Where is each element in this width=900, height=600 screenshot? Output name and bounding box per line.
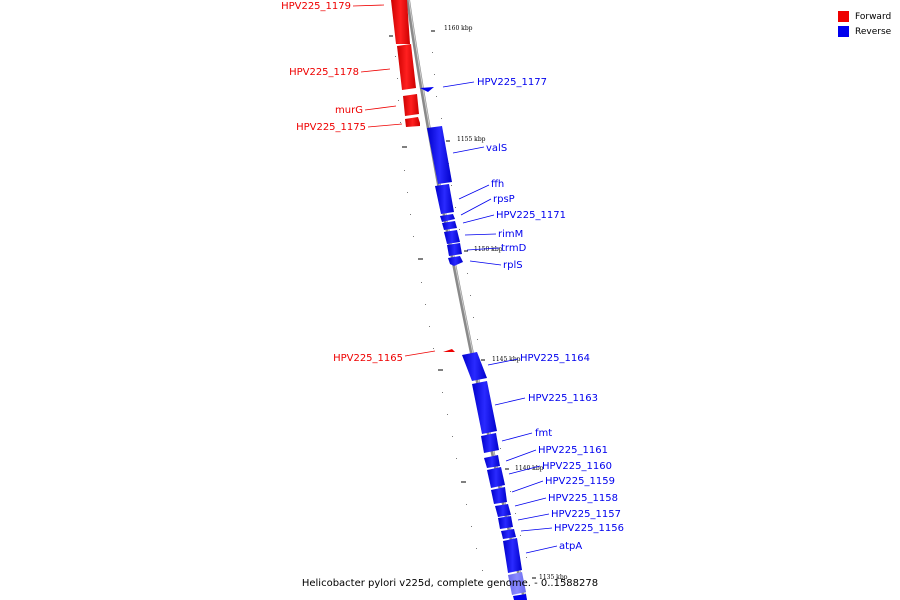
forward-genes [391,0,455,352]
forward-swatch [838,11,849,22]
gene-label[interactable]: rplS [503,260,523,271]
gene-label[interactable]: HPV225_1165 [333,353,403,364]
scale-label: 1155 kbp [457,136,486,143]
gene-label[interactable]: fmt [535,428,552,439]
legend-forward-label: Forward [855,11,892,22]
gene-label[interactable]: HPV225_1161 [538,445,608,456]
gene-label[interactable]: HPV225_1178 [289,67,359,78]
gene-label[interactable]: HPV225_1179 [281,1,351,12]
gene-label[interactable]: murG [335,105,363,116]
gene-feature[interactable] [440,214,455,222]
gene-label[interactable]: HPV225_1156 [554,523,624,534]
gene-feature[interactable] [462,352,487,381]
gene-label[interactable]: HPV225_1171 [496,210,566,221]
gene-feature[interactable] [448,256,463,266]
scale-label: 1150 kbp [474,246,503,253]
legend-forward: Forward [838,9,891,24]
label-leader-lines [352,4,558,554]
scale-label: 1135 kbp [539,574,568,581]
gene-feature[interactable] [403,94,419,116]
gene-feature[interactable] [443,349,455,352]
gene-feature[interactable] [491,487,507,504]
scale-label: 1145 kbp [492,356,521,363]
gene-feature[interactable] [472,381,497,434]
gene-feature[interactable] [405,117,420,127]
gene-feature[interactable] [444,230,460,244]
gene-label[interactable]: HPV225_1164 [520,353,590,364]
gene-label[interactable]: atpA [559,541,582,552]
gene-feature[interactable] [495,504,511,517]
gene-label[interactable]: HPV225_1175 [296,122,366,133]
reverse-swatch [838,26,849,37]
gene-label[interactable]: rimM [498,229,523,240]
gene-label[interactable]: ffh [491,179,504,190]
gene-feature[interactable] [508,572,526,595]
gene-feature[interactable] [503,538,522,573]
gene-feature[interactable] [391,0,410,44]
gene-label[interactable]: HPV225_1160 [542,461,612,472]
tick-marks [389,30,536,579]
gene-label[interactable]: trmD [501,243,527,254]
gene-feature[interactable] [513,594,527,600]
legend-reverse: Reverse [838,24,891,39]
gene-label[interactable]: HPV225_1157 [551,509,621,520]
scale-label: 1160 kbp [444,25,473,32]
gene-label[interactable]: HPV225_1158 [548,493,618,504]
gene-label[interactable]: rpsP [493,194,515,205]
gene-label[interactable]: HPV225_1159 [545,476,615,487]
gene-label[interactable]: HPV225_1163 [528,393,598,404]
gene-feature[interactable] [501,529,516,539]
gene-feature[interactable] [498,516,513,529]
legend-reverse-label: Reverse [855,26,892,37]
legend: Forward Reverse [838,9,891,39]
gene-label[interactable]: valS [486,143,507,154]
gene-feature[interactable] [442,221,457,230]
gene-feature[interactable] [487,467,505,488]
genome-caption: Helicobacter pylori v225d, complete geno… [301,578,599,589]
minor-tick-dots [395,52,527,571]
gene-feature[interactable] [447,243,462,256]
gene-feature[interactable] [420,87,434,92]
gene-label[interactable]: HPV225_1177 [477,77,547,88]
gene-feature[interactable] [435,184,454,214]
gene-feature[interactable] [481,433,499,453]
gene-feature[interactable] [397,44,416,90]
reverse-genes [420,87,527,600]
gene-feature[interactable] [484,455,500,468]
gene-feature[interactable] [427,126,452,184]
